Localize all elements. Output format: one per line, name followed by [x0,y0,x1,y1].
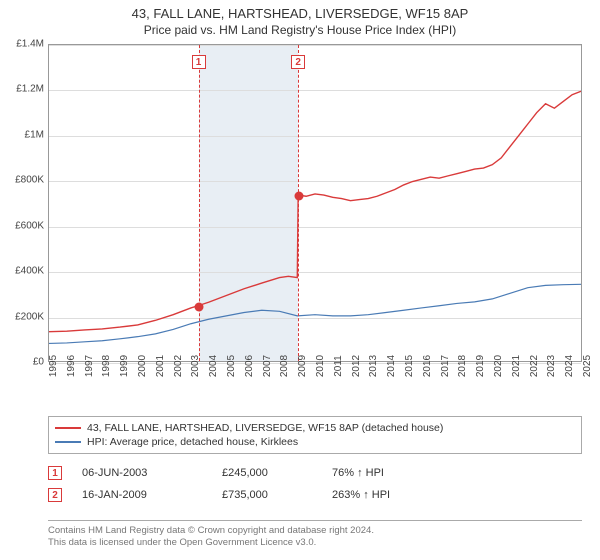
x-tick-label: 2001 [155,355,166,377]
footer-line: Contains HM Land Registry data © Crown c… [48,525,582,537]
title-block: 43, FALL LANE, HARTSHEAD, LIVERSEDGE, WF… [0,0,600,37]
x-tick-label: 2004 [208,355,219,377]
event-vline [298,45,299,361]
legend-item: HPI: Average price, detached house, Kirk… [55,435,575,449]
x-tick-label: 1998 [101,355,112,377]
event-vline-badge: 1 [192,55,206,69]
x-tick-label: 2011 [333,355,344,377]
x-tick-label: 2012 [351,355,362,377]
x-tick-label: 1995 [48,355,59,377]
legend-label: HPI: Average price, detached house, Kirk… [87,436,298,448]
y-tick-label: £800K [0,175,44,186]
x-tick-label: 2020 [493,355,504,377]
series-line [49,284,581,343]
x-tick-label: 2019 [475,355,486,377]
event-vline [199,45,200,361]
y-tick-label: £1.4M [0,39,44,50]
title-sub: Price paid vs. HM Land Registry's House … [0,23,600,37]
event-change: 76% ↑ HPI [332,467,452,479]
x-tick-label: 2018 [457,355,468,377]
legend-swatch [55,441,81,443]
x-tick-label: 2000 [137,355,148,377]
footer: Contains HM Land Registry data © Crown c… [48,520,582,550]
legend-swatch [55,427,81,429]
x-tick-label: 2006 [244,355,255,377]
event-change: 263% ↑ HPI [332,489,452,501]
x-tick-label: 2007 [262,355,273,377]
event-price: £735,000 [222,489,312,501]
chart: 12 £0£200K£400K£600K£800K£1M£1.2M£1.4M19… [0,44,600,404]
x-tick-label: 2002 [173,355,184,377]
x-tick-label: 2005 [226,355,237,377]
x-tick-label: 2025 [582,355,593,377]
event-date: 16-JAN-2009 [82,489,202,501]
event-date: 06-JUN-2003 [82,467,202,479]
event-badge: 2 [48,488,62,502]
plot-area: 12 [48,44,582,362]
event-row: 1 06-JUN-2003 £245,000 76% ↑ HPI [48,462,582,484]
chart-svg [49,45,581,361]
event-row: 2 16-JAN-2009 £735,000 263% ↑ HPI [48,484,582,506]
event-vline-badge: 2 [291,55,305,69]
event-price: £245,000 [222,467,312,479]
y-tick-label: £0 [0,357,44,368]
legend-item: 43, FALL LANE, HARTSHEAD, LIVERSEDGE, WF… [55,421,575,435]
x-tick-label: 2015 [404,355,415,377]
x-tick-label: 1996 [66,355,77,377]
event-marker [295,192,304,201]
x-tick-label: 1997 [84,355,95,377]
x-tick-label: 2010 [315,355,326,377]
y-tick-label: £200K [0,311,44,322]
event-badge: 1 [48,466,62,480]
x-tick-label: 2014 [386,355,397,377]
x-tick-label: 2013 [368,355,379,377]
y-tick-label: £1M [0,129,44,140]
x-tick-label: 2017 [440,355,451,377]
legend: 43, FALL LANE, HARTSHEAD, LIVERSEDGE, WF… [48,416,582,454]
footer-line: This data is licensed under the Open Gov… [48,537,582,549]
x-tick-label: 2008 [279,355,290,377]
title-main: 43, FALL LANE, HARTSHEAD, LIVERSEDGE, WF… [0,6,600,21]
x-tick-label: 2009 [297,355,308,377]
y-tick-label: £1.2M [0,84,44,95]
x-tick-label: 2024 [564,355,575,377]
x-tick-label: 2022 [529,355,540,377]
x-tick-label: 2016 [422,355,433,377]
x-tick-label: 1999 [119,355,130,377]
y-tick-label: £400K [0,266,44,277]
y-tick-label: £600K [0,220,44,231]
x-tick-label: 2023 [546,355,557,377]
event-marker [194,303,203,312]
x-tick-label: 2003 [190,355,201,377]
x-tick-label: 2021 [511,355,522,377]
legend-label: 43, FALL LANE, HARTSHEAD, LIVERSEDGE, WF… [87,422,443,434]
event-table: 1 06-JUN-2003 £245,000 76% ↑ HPI 2 16-JA… [48,462,582,506]
